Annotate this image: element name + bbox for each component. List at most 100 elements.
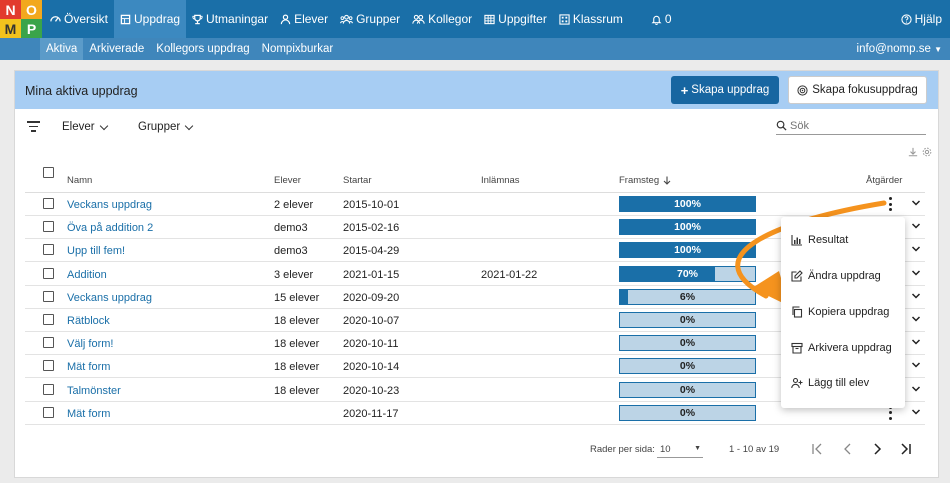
assignment-name-link[interactable]: Veckans uppdrag (67, 199, 153, 211)
assignment-name-link[interactable]: Mät form (67, 407, 111, 420)
expand-row-icon[interactable] (911, 291, 921, 301)
students-cell: 18 elever (274, 315, 320, 327)
row-checkbox[interactable] (43, 314, 54, 325)
table-row[interactable]: Välj form! 18 elever 2020-10-11 0% (25, 332, 925, 356)
assignment-name-link[interactable]: Rätblock (67, 315, 110, 327)
settings-icon[interactable] (922, 147, 932, 157)
nav-item-notifications[interactable]: 0 (645, 0, 678, 38)
table-tools (908, 147, 932, 157)
table-row[interactable]: Addition 3 elever 2021-01-15 2021-01-22 70% (25, 263, 925, 286)
row-checkbox[interactable] (43, 198, 54, 209)
assignment-name-link[interactable]: Talmönster (67, 384, 121, 397)
menu-item-label: Ändra uppdrag (808, 270, 881, 282)
progress-label: 0% (679, 337, 696, 350)
row-checkbox[interactable] (43, 360, 54, 372)
row-checkbox[interactable] (43, 267, 54, 279)
row-checkbox[interactable] (43, 383, 54, 395)
table-row[interactable]: Mät form 18 elever 2020-10-14 0% (25, 355, 925, 379)
groups-filter-dropdown[interactable]: Grupper (138, 121, 194, 133)
menu-item-copy[interactable]: Kopiera uppdrag (791, 306, 889, 318)
progress-fill (620, 197, 755, 211)
table-row[interactable]: Veckans uppdrag 15 elever 2020-09-20 6% (25, 286, 925, 309)
column-header-due[interactable]: Inlämnas (481, 175, 520, 186)
account-menu[interactable]: info@nomp.se ▼ (857, 43, 942, 55)
assignment-name-link[interactable]: Öva på addition 2 (67, 222, 154, 235)
table-row[interactable]: Upp till fem! demo3 2015-04-29 100% (25, 239, 925, 263)
more-actions-icon[interactable] (886, 197, 894, 211)
expand-row-icon[interactable] (911, 221, 921, 231)
assignment-name-link[interactable]: Upp till fem! (67, 245, 126, 258)
row-checkbox[interactable] (43, 337, 54, 349)
table-row[interactable]: Mät form 2020-11-17 0% (25, 402, 925, 425)
nav-item-uppdrag[interactable]: Uppdrag (114, 0, 187, 38)
rows-per-page-select[interactable]: 10 ▼ (657, 440, 703, 458)
nav-item-kollegor[interactable]: Kollegor (406, 0, 478, 38)
logo-letter-p: P (21, 19, 42, 38)
students-cell: demo3 (274, 245, 308, 258)
nav-label: Uppgifter (498, 12, 547, 26)
help-link[interactable]: Hjälp (901, 12, 942, 26)
subnav-aktiva[interactable]: Aktiva (40, 38, 84, 60)
filter-icon[interactable] (27, 121, 40, 135)
expand-row-icon[interactable] (911, 337, 921, 347)
expand-row-icon[interactable] (911, 314, 921, 324)
table-row[interactable]: Rätblock 18 elever 2020-10-07 0% (25, 309, 925, 332)
account-email: info@nomp.se (856, 43, 931, 55)
download-icon[interactable] (908, 147, 918, 157)
table-row[interactable]: Talmönster 18 elever 2020-10-23 0% (25, 379, 925, 402)
last-page-icon[interactable] (899, 442, 913, 456)
row-actions-menu: Resultat Ändra uppdrag Kopiera uppdrag A… (781, 217, 905, 408)
search-input[interactable] (790, 119, 910, 132)
nomp-logo[interactable]: N O M P (0, 0, 42, 38)
menu-item-results[interactable]: Resultat (791, 234, 848, 246)
expand-row-icon[interactable] (911, 244, 921, 254)
next-page-icon[interactable] (870, 442, 884, 456)
rows-per-page-label: Rader per sida: (590, 444, 655, 455)
nav-item-klassrum[interactable]: Klassrum (553, 0, 629, 38)
column-header-students[interactable]: Elever (274, 175, 301, 186)
students-filter-dropdown[interactable]: Elever (62, 121, 108, 133)
expand-row-icon[interactable] (911, 407, 921, 417)
menu-item-add-student[interactable]: Lägg till elev (791, 377, 869, 389)
progress-label: 100% (674, 244, 701, 257)
students-cell: 18 elever (274, 338, 320, 351)
column-header-progress[interactable]: Framsteg (619, 175, 671, 186)
row-checkbox[interactable] (43, 221, 54, 233)
start-date-cell: 2020-10-07 (343, 315, 400, 327)
subnav-arkiverade[interactable]: Arkiverade (89, 43, 145, 55)
assignment-name-link[interactable]: Addition (67, 268, 107, 281)
sub-navigation-bar: Aktiva Arkiverade Kollegors uppdrag Nomp… (0, 38, 950, 60)
row-checkbox[interactable] (43, 290, 54, 302)
nav-item-grupper[interactable]: Grupper (334, 0, 406, 38)
expand-row-icon[interactable] (911, 268, 921, 278)
menu-item-edit[interactable]: Ändra uppdrag (791, 270, 881, 282)
subnav-nompixburkar[interactable]: Nompixburkar (261, 43, 334, 55)
row-checkbox[interactable] (43, 406, 54, 418)
expand-row-icon[interactable] (911, 198, 921, 208)
table-row[interactable]: Veckans uppdrag 2 elever 2015-10-01 100% (25, 193, 925, 216)
column-header-name[interactable]: Namn (67, 175, 93, 186)
nav-label: Kollegor (428, 12, 473, 26)
assignment-name-link[interactable]: Mät form (67, 361, 111, 374)
nav-item-utmaningar[interactable]: Utmaningar (186, 0, 274, 38)
expand-row-icon[interactable] (911, 360, 921, 370)
progress-bar: 0% (619, 312, 756, 328)
expand-row-icon[interactable] (911, 384, 921, 394)
first-page-icon[interactable] (810, 442, 824, 456)
table-row[interactable]: Öva på addition 2 demo3 2015-02-16 100% (25, 216, 925, 240)
nav-item-elever[interactable]: Elever (274, 0, 334, 38)
menu-item-archive[interactable]: Arkivera uppdrag (791, 342, 892, 354)
subnav-kollegors-uppdrag[interactable]: Kollegors uppdrag (156, 43, 250, 55)
select-all-checkbox[interactable] (43, 167, 54, 178)
assignment-name-link[interactable]: Välj form! (67, 338, 114, 351)
previous-page-icon[interactable] (841, 442, 855, 456)
row-checkbox[interactable] (43, 244, 54, 256)
create-assignment-button[interactable]: + Skapa uppdrag (671, 76, 779, 104)
progress-bar: 100% (619, 242, 756, 259)
nav-item-uppgifter[interactable]: Uppgifter (478, 0, 553, 38)
column-header-starts[interactable]: Startar (343, 175, 372, 186)
nav-item-oversikt[interactable]: Översikt (44, 0, 114, 38)
create-focus-assignment-button[interactable]: Skapa fokusuppdrag (788, 76, 927, 104)
caret-down-icon: ▼ (934, 45, 942, 54)
assignment-name-link[interactable]: Veckans uppdrag (67, 291, 153, 304)
